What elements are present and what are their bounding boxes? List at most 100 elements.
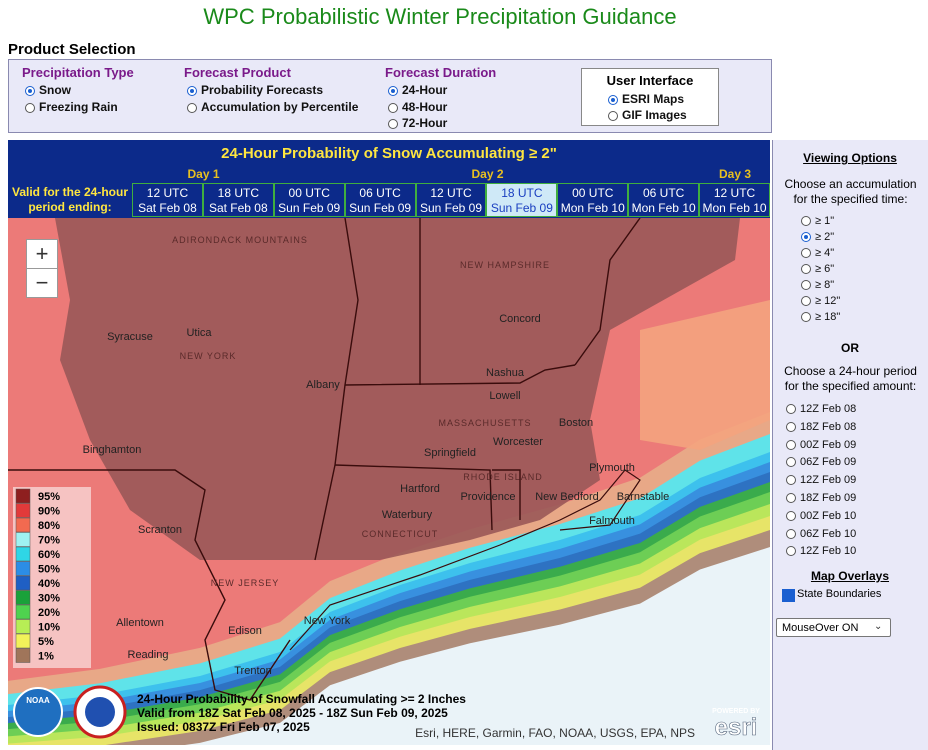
radio-option[interactable]: ≥ 8": [801, 279, 834, 291]
map-label: Trenton: [234, 665, 272, 677]
radio-option[interactable]: 12Z Feb 10: [786, 545, 856, 557]
esri-logo: esri: [715, 714, 758, 741]
radio-button[interactable]: [786, 493, 796, 503]
state-boundary: [574, 218, 641, 366]
radio-option[interactable]: ≥ 12": [801, 295, 840, 307]
radio-option[interactable]: 18Z Feb 09: [786, 492, 856, 504]
period-cell[interactable]: 12 UTC Sun Feb 09: [415, 183, 487, 217]
radio-button[interactable]: [388, 86, 398, 96]
legend-swatch: [15, 561, 31, 576]
legend-label: 90%: [38, 506, 60, 518]
radio-button[interactable]: [786, 546, 796, 557]
nws-logo-inner: [85, 697, 115, 727]
period-cell[interactable]: 00 UTC Mon Feb 10: [557, 183, 629, 217]
radio-button[interactable]: [786, 404, 796, 414]
radio-option[interactable]: GIF Images: [608, 108, 687, 122]
section-heading: Product Selection: [8, 41, 136, 58]
radio-button[interactable]: [786, 528, 796, 539]
attribution: Esri, HERE, Garmin, FAO, NOAA, USGS, EPA…: [415, 726, 695, 740]
radio-option[interactable]: 12Z Feb 08: [786, 403, 856, 415]
radio-label: ≥ 2": [815, 231, 835, 243]
radio-option[interactable]: ≥ 18": [801, 311, 840, 323]
radio-label: 00Z Feb 10: [800, 509, 857, 522]
noaa-logo: [13, 687, 63, 737]
legend-label: 1%: [38, 651, 54, 663]
period-cell[interactable]: 06 UTC Mon Feb 10: [628, 183, 700, 217]
radio-label: GIF Images: [622, 108, 687, 122]
prompt: Choose a 24-hour period for the specifie…: [784, 364, 917, 393]
radio-button[interactable]: [388, 102, 398, 113]
radio-option[interactable]: ≥ 4": [801, 247, 834, 259]
map-label: Syracuse: [107, 331, 153, 343]
radio-button[interactable]: [801, 264, 811, 274]
radio-option[interactable]: ≥ 6": [801, 263, 834, 275]
zoom-out[interactable]: −: [26, 268, 58, 298]
state-boundary: [8, 469, 291, 701]
radio-label: ≥ 4": [815, 247, 835, 259]
radio-button[interactable]: [786, 475, 796, 486]
radio-button[interactable]: [608, 95, 618, 105]
map-label: Utica: [186, 327, 212, 339]
checkbox[interactable]: [782, 589, 795, 602]
radio-option[interactable]: 00Z Feb 10: [786, 510, 856, 522]
legend-swatch: [15, 517, 31, 533]
period-cell[interactable]: 12 UTC Mon Feb 10: [699, 183, 770, 217]
radio-button[interactable]: [801, 296, 811, 306]
radio-option[interactable]: ≥ 1": [801, 215, 834, 227]
radio-button[interactable]: [187, 102, 197, 113]
map-label: Albany: [306, 379, 340, 391]
legend-swatch: [15, 532, 31, 547]
period-cell[interactable]: 00 UTC Sun Feb 09: [273, 183, 345, 217]
dropdown[interactable]: MouseOver ON: [776, 618, 891, 637]
period-cell[interactable]: 12 UTC Sat Feb 08: [132, 183, 203, 217]
radio-button[interactable]: [801, 312, 811, 322]
radio-button[interactable]: [25, 86, 35, 96]
radio-button[interactable]: [801, 248, 811, 258]
period-time: 18 UTC: [217, 186, 259, 200]
radio-option[interactable]: 24-Hour: [388, 83, 447, 97]
radio-label: ESRI Maps: [622, 92, 685, 106]
radio-option[interactable]: 72-Hour: [388, 116, 447, 130]
coastline: [289, 469, 641, 651]
radio-button[interactable]: [388, 119, 398, 129]
map-label: Hartford: [400, 483, 440, 495]
radio-button[interactable]: [786, 421, 796, 432]
valid-label: Valid for the 24-hour period ending:: [11, 185, 128, 214]
radio-button[interactable]: [786, 439, 796, 450]
zoom-in[interactable]: +: [26, 239, 58, 269]
radio-option[interactable]: Snow: [25, 83, 71, 97]
radio-option[interactable]: ≥ 2": [801, 231, 834, 243]
radio-option[interactable]: Probability Forecasts: [187, 83, 323, 97]
radio-label: ≥ 18": [815, 311, 841, 323]
radio-button[interactable]: [801, 232, 811, 242]
radio-option[interactable]: Accumulation by Percentile: [187, 100, 358, 114]
period-time: 18 UTC: [501, 186, 543, 200]
radio-option[interactable]: 06Z Feb 10: [786, 528, 856, 540]
radio-option[interactable]: 12Z Feb 09: [786, 474, 856, 486]
radio-label: ≥ 6": [815, 263, 835, 275]
radio-button[interactable]: [25, 102, 35, 113]
prompt: Choose an accumulation for the specified…: [784, 177, 917, 206]
period-date: Sat Feb 08: [138, 201, 197, 215]
radio-option[interactable]: 00Z Feb 09: [786, 439, 856, 451]
map-label: Scranton: [138, 524, 182, 536]
radio-button[interactable]: [187, 86, 197, 96]
period-cell[interactable]: 06 UTC Sun Feb 09: [344, 183, 416, 217]
period-cell[interactable]: 18 UTC Sat Feb 08: [202, 183, 274, 217]
legend-swatch: [15, 633, 31, 649]
radio-option[interactable]: ESRI Maps: [608, 92, 684, 106]
radio-button[interactable]: [608, 111, 618, 121]
radio-option[interactable]: 48-Hour: [388, 100, 447, 114]
map[interactable]: ADIRONDACK MOUNTAINS Syracuse Utica NEW YOR…: [8, 218, 770, 745]
radio-option[interactable]: Freezing Rain: [25, 100, 118, 114]
radio-button[interactable]: [786, 457, 796, 468]
radio-button[interactable]: [801, 280, 811, 290]
radio-option[interactable]: 18Z Feb 08: [786, 421, 856, 433]
period-cell[interactable]: 18 UTC Sun Feb 09: [486, 183, 558, 217]
or-label: OR: [841, 341, 859, 355]
radio-button[interactable]: [801, 216, 811, 226]
map-label: Plymouth: [589, 462, 635, 474]
radio-option[interactable]: 06Z Feb 09: [786, 456, 856, 468]
radio-button[interactable]: [786, 510, 796, 521]
